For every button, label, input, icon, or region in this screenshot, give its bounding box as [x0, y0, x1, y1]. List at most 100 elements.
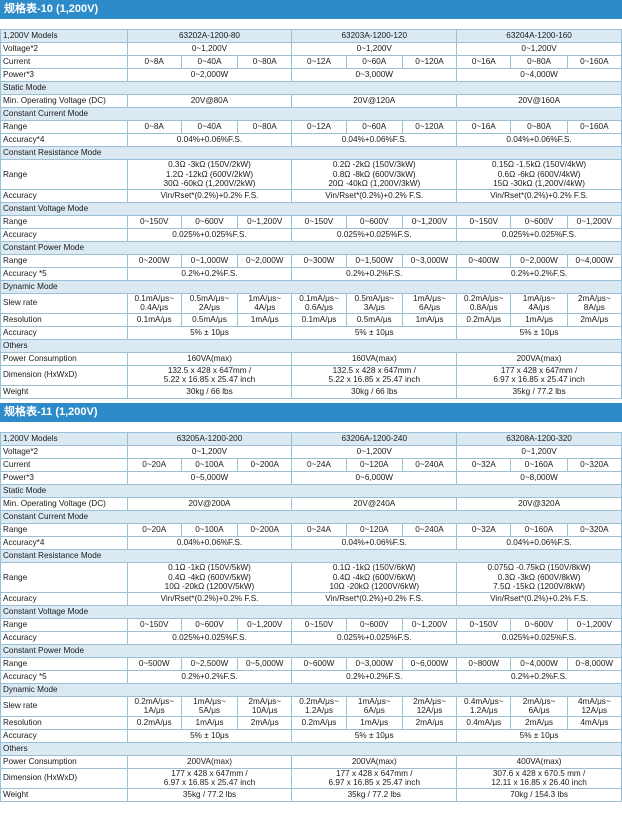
- model-name: 63203A-1200-120: [291, 29, 458, 43]
- range-value: 0~600V: [180, 214, 239, 229]
- model-value: 35kg / 77.2 lbs: [126, 787, 293, 802]
- dynamic-accuracy-row: Accuracy 5% ± 10μs 5% ± 10μs 5% ± 10μs: [0, 728, 622, 743]
- range-value: 0~16A: [456, 120, 512, 134]
- cell-line: 2mA/μs~: [577, 293, 611, 303]
- model-value: 20V@320A: [456, 497, 622, 511]
- model-value: 400VA(max): [456, 754, 622, 769]
- range-value: 0.2mA/μs~ 1.2A/μs: [291, 695, 347, 717]
- range-value: 0~150V: [126, 214, 182, 229]
- model-value: 0.025%+0.025%F.S.: [291, 227, 458, 242]
- weight-row: Weight 35kg / 77.2 lbs 35kg / 77.2 lbs 70kg…: [0, 787, 622, 802]
- model-value: 0.04%+0.06%F.S.: [291, 536, 458, 550]
- spec-table-10: 1,200V Models 63202A-1200-80 63203A-1200-1…: [0, 29, 622, 399]
- model-value: 0.2%+0.2%F.S.: [456, 669, 622, 684]
- range-value: 1mA/μs~ 4A/μs: [237, 292, 293, 314]
- cp-range-row: Range 0~200W 0~1,000W 0~2,000W 0~300W 0~1,500…: [0, 253, 622, 268]
- range-value: 0~20A: [126, 458, 182, 472]
- range-value: 0~1,200V: [401, 617, 458, 632]
- range-value: 1mA/μs: [401, 312, 458, 327]
- model-value: 0.2%+0.2%F.S.: [126, 266, 293, 281]
- cell-line: 1.2Ω -12kΩ (600V/2kW): [165, 169, 254, 179]
- section-title: Others: [0, 741, 622, 756]
- range-value: 2mA/μs~ 10A/μs: [237, 695, 293, 717]
- model-name: 63208A-1200-320: [456, 432, 622, 446]
- model-value: 200VA(max): [126, 754, 293, 769]
- range-value: 0~24A: [291, 523, 347, 537]
- section-header: Static Mode: [0, 81, 622, 95]
- model-value: Vin/Rset*(0.2%)+0.2% F.S.: [456, 591, 622, 606]
- models-header-row: 1,200V Models 63202A-1200-80 63203A-1200-1…: [0, 29, 622, 43]
- spec-table-11-block: 规格表-11 (1,200V) 1,200V Models 63205A-1200…: [0, 403, 622, 802]
- resolution-row: Resolution 0.1mA/μs 0.5mA/μs 1mA/μs 0.1mA/μs…: [0, 312, 622, 327]
- weight-row: Weight 30kg / 66 lbs 30kg / 66 lbs 35kg / 7…: [0, 384, 622, 399]
- range-value: 0~40A: [180, 55, 239, 69]
- cell-line: 4A/μs: [528, 303, 550, 312]
- row-label: Min. Operating Voltage (DC): [0, 94, 128, 108]
- cell-line: 0.3Ω -3kΩ (150V/2kW): [168, 160, 251, 169]
- range-value: 0~80A: [237, 120, 293, 134]
- row-label: Resolution: [0, 312, 128, 327]
- cell-line: 1mA/μs~: [193, 696, 226, 706]
- model-value: 0.04%+0.06%F.S.: [126, 536, 293, 550]
- range-value: 0.1mA/μs: [126, 312, 182, 327]
- range-value: 0~150V: [291, 617, 347, 632]
- power-consumption-row: Power Consumption 160VA(max) 160VA(max) 200…: [0, 351, 622, 366]
- model-value: 0.04%+0.06%F.S.: [126, 133, 293, 147]
- range-value: 0~160A: [566, 120, 622, 134]
- cell-line: 0.2Ω -2kΩ (150V/3kW): [332, 160, 416, 169]
- model-value: 200VA(max): [456, 351, 622, 366]
- section-title: Others: [0, 338, 622, 353]
- row-label: Accuracy: [0, 188, 128, 203]
- range-value: 0~80A: [237, 55, 293, 69]
- model-value: 0.2%+0.2%F.S.: [456, 266, 622, 281]
- model-value: 0.2%+0.2%F.S.: [126, 669, 293, 684]
- model-value: 35kg / 77.2 lbs: [456, 384, 622, 399]
- cell-line: 177 x 428 x 647mm /: [500, 365, 578, 375]
- cc-range-row: Range 0~8A 0~40A 0~80A 0~12A 0~60A 0~120A 0~16A…: [0, 120, 622, 134]
- models-label: 1,200V Models: [0, 29, 128, 43]
- cv-accuracy-row: Accuracy 0.025%+0.025%F.S. 0.025%+0.025%F.…: [0, 227, 622, 242]
- range-value: 0~32A: [456, 523, 512, 537]
- range-value: 0~120A: [345, 523, 403, 537]
- row-label: Power*3: [0, 68, 128, 82]
- cv-range-row: Range 0~150V 0~600V 0~1,200V 0~150V 0~600V 0~1…: [0, 617, 622, 632]
- model-value: 0.2Ω -2kΩ (150V/3kW) 0.8Ω -8kΩ (600V/3kW)…: [291, 159, 458, 190]
- cell-line: 6A/μs: [363, 706, 385, 715]
- row-label: Current: [0, 458, 128, 472]
- model-value: 0~1,200V: [291, 445, 458, 459]
- model-value: Vin/Rset*(0.2%)+0.2% F.S.: [291, 188, 458, 203]
- model-value: 132.5 x 428 x 647mm /5.22 x 16.85 x 25.4…: [126, 364, 293, 386]
- range-value: 4mA/μs~ 12A/μs: [566, 695, 622, 717]
- model-value: Vin/Rset*(0.2%)+0.2% F.S.: [291, 591, 458, 606]
- model-value: 0~1,200V: [291, 42, 458, 56]
- range-value: 1mA/μs: [237, 312, 293, 327]
- model-value: 5% ± 10μs: [456, 728, 622, 743]
- spec-table-10-block: 规格表-10 (1,200V) 1,200V Models 63202A-1200…: [0, 0, 622, 399]
- section-header: Others: [0, 338, 622, 353]
- model-value: 0.1Ω -1kΩ (150V/6kW) 0.4Ω -4kΩ (600V/6kW)…: [291, 562, 458, 593]
- range-value: 0~240A: [401, 523, 458, 537]
- range-value: 0~4,000W: [510, 656, 568, 671]
- range-value: 0~200A: [237, 458, 293, 472]
- range-value: 0~100A: [180, 458, 239, 472]
- model-name: 63204A-1200-160: [456, 29, 622, 43]
- range-value: 0~80A: [510, 120, 568, 134]
- row-label: Min. Operating Voltage (DC): [0, 497, 128, 511]
- range-value: 0~200A: [237, 523, 293, 537]
- cp-accuracy-row: Accuracy *5 0.2%+0.2%F.S. 0.2%+0.2%F.S. 0.2…: [0, 266, 622, 281]
- model-value: 5% ± 10μs: [456, 325, 622, 340]
- row-label: Range: [0, 159, 128, 190]
- row-label: Slew rate: [0, 695, 128, 717]
- model-value: 20V@120A: [291, 94, 458, 108]
- row-label: Power Consumption: [0, 754, 128, 769]
- cell-line: 0.4Ω -4kΩ (600V/6kW): [332, 572, 416, 582]
- cell-line: 20Ω -40kΩ (1,200V/3kW): [328, 179, 421, 188]
- model-value: 0~6,000W: [291, 471, 458, 485]
- cc-accuracy-row: Accuracy*4 0.04%+0.06%F.S. 0.04%+0.06%F.S.…: [0, 133, 622, 147]
- range-value: 0~150V: [126, 617, 182, 632]
- cell-line: 5.22 x 16.85 x 25.47 inch: [328, 375, 421, 384]
- section-title: Static Mode: [0, 81, 622, 95]
- range-value: 0.5mA/μs~ 2A/μs: [180, 292, 239, 314]
- dimension-row: Dimension (HxWxD) 177 x 428 x 647mm /6.97…: [0, 767, 622, 789]
- cell-line: 132.5 x 428 x 647mm /: [167, 365, 252, 375]
